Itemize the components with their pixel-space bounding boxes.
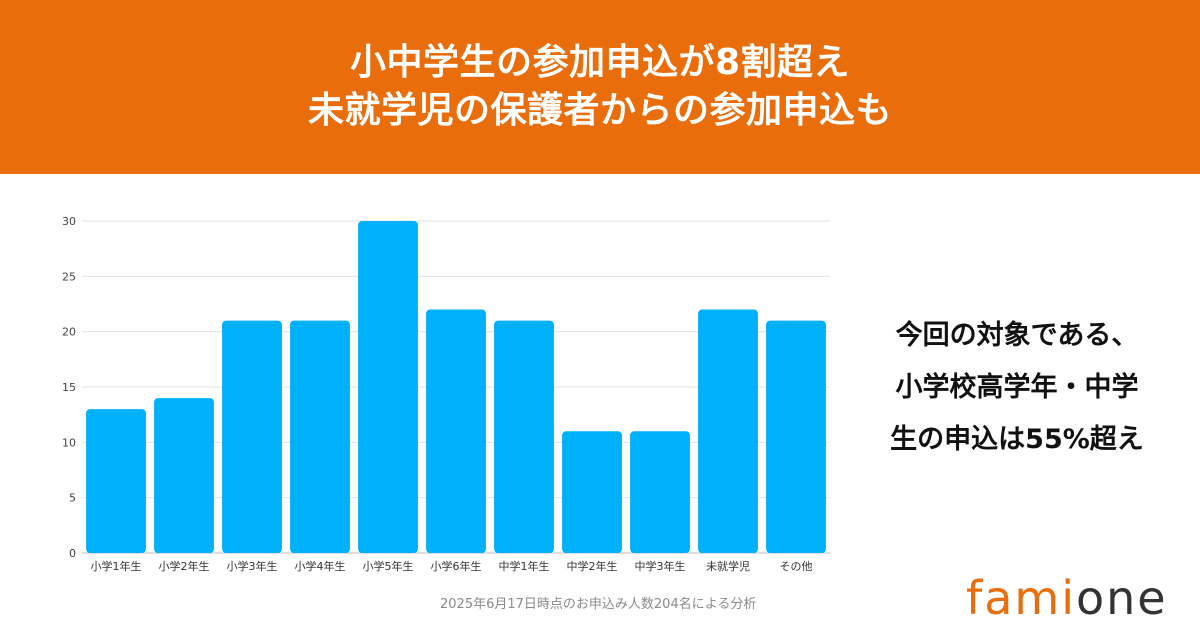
y-tick-label: 10 (62, 436, 76, 449)
headline-line-1: 小中学生の参加申込が8割超え (349, 42, 851, 83)
x-tick-label: 未就学児 (706, 559, 750, 573)
headline-line-2: 未就学児の保護者からの参加申込も (307, 90, 892, 131)
logo-part-fami: fami (966, 571, 1076, 625)
y-tick-label: 5 (69, 492, 76, 505)
x-tick-label: 中学2年生 (567, 559, 618, 573)
y-axis-ticks: 0 5 10 15 20 25 30 (62, 215, 76, 560)
bar-小学6年生 (426, 309, 486, 553)
famione-logo: famione (966, 570, 1186, 626)
bar-小学4年生 (290, 320, 350, 553)
callout-line-2: 小学校高学年・中学 (895, 372, 1139, 403)
header-banner: 小中学生の参加申込が8割超え 未就学児の保護者からの参加申込も (0, 0, 1200, 174)
x-tick-label: 中学1年生 (499, 559, 550, 573)
x-axis-ticks: 小学1年生 小学2年生 小学3年生 小学4年生 小学5年生 小学6年生 中学1年生 中学2年生… (91, 559, 813, 573)
x-tick-label: 小学4年生 (295, 559, 346, 573)
bar-中学1年生 (494, 320, 554, 553)
bar-その他 (766, 320, 826, 553)
bar-中学3年生 (630, 431, 690, 553)
y-tick-label: 0 (69, 547, 76, 560)
bar-小学2年生 (154, 398, 214, 553)
x-tick-label: 中学3年生 (635, 559, 686, 573)
y-tick-label: 20 (62, 326, 76, 339)
x-tick-label: 小学5年生 (363, 559, 414, 573)
x-tick-label: 小学6年生 (431, 559, 482, 573)
bar-中学2年生 (562, 431, 622, 553)
footnote: 2025年6月17日時点のお申込み人数204名による分析 (440, 597, 757, 612)
bars (86, 221, 826, 553)
callout-line-1: 今回の対象である、 (895, 320, 1139, 351)
bar-小学1年生 (86, 409, 146, 553)
logo-part-one: one (1075, 571, 1168, 625)
x-tick-label: その他 (780, 560, 813, 573)
bar-小学3年生 (222, 320, 282, 553)
bar-未就学児 (698, 309, 758, 553)
y-tick-label: 15 (62, 381, 76, 394)
callout-text: 今回の対象である、 小学校高学年・中学 生の申込は55%超え (852, 310, 1182, 466)
y-tick-label: 25 (62, 270, 76, 283)
callout-line-3: 生の申込は55%超え (890, 424, 1144, 455)
x-tick-label: 小学3年生 (227, 559, 278, 573)
x-tick-label: 小学1年生 (91, 559, 142, 573)
y-tick-label: 30 (62, 215, 76, 228)
x-tick-label: 小学2年生 (159, 559, 210, 573)
bar-小学5年生 (358, 221, 418, 553)
